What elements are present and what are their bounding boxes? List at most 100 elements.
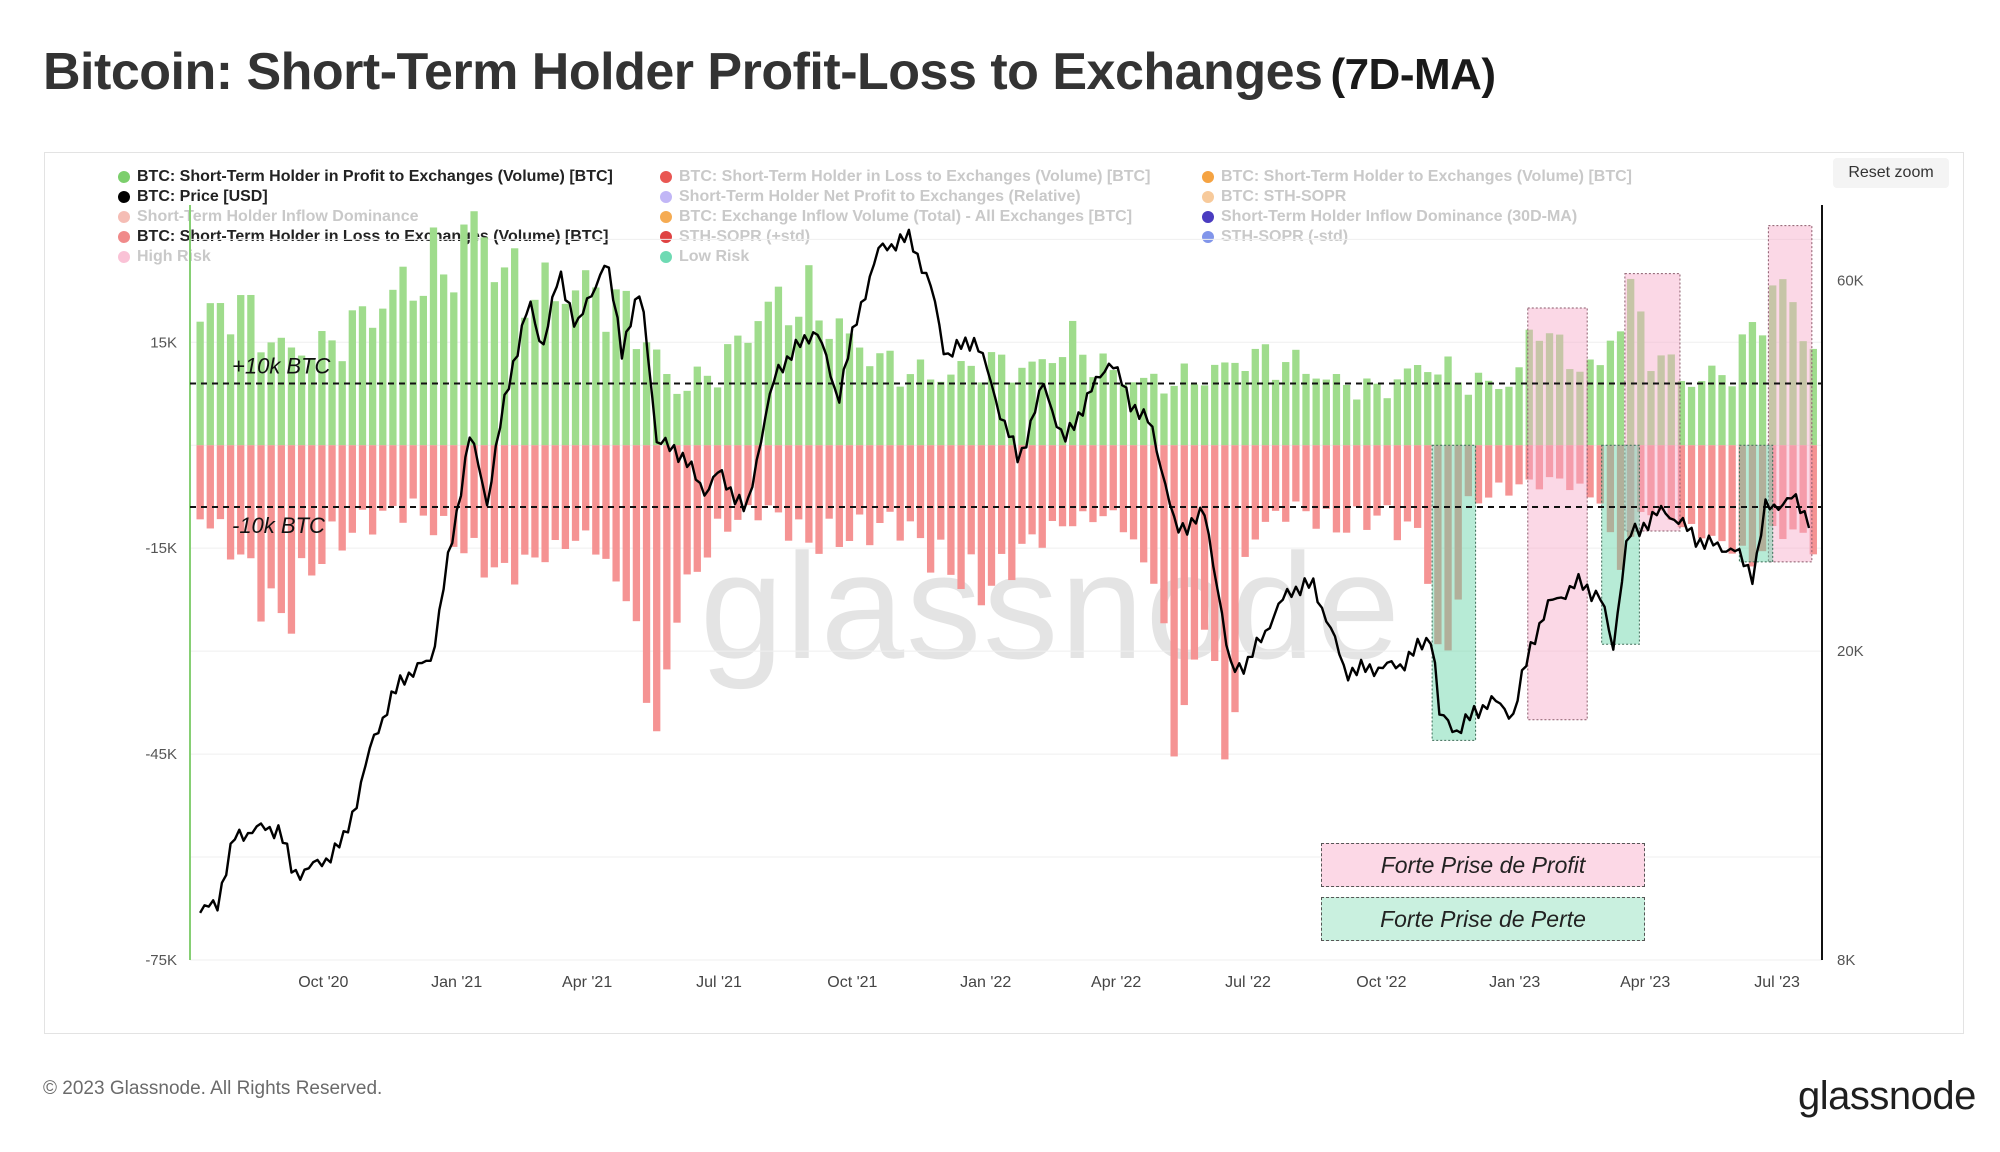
profit-bar (1109, 370, 1117, 446)
profit-bar (1464, 394, 1473, 446)
legend-item[interactable]: STH-SOPR (+std) (660, 228, 810, 246)
loss-bar (1241, 445, 1249, 557)
loss-bar (835, 445, 843, 547)
loss-bar (1119, 445, 1128, 533)
profit-bar (855, 347, 864, 446)
profit-bar (419, 295, 428, 446)
legend-label: Short-Term Holder Inflow Dominance (30D-… (1221, 208, 1578, 225)
legend-item[interactable]: Short-Term Holder Net Profit to Exchange… (660, 188, 1081, 206)
loss-bar (1484, 445, 1493, 498)
loss-bar (500, 445, 509, 563)
legend-item[interactable]: STH-SOPR (-std) (1202, 228, 1348, 246)
loss-bar (1434, 445, 1442, 645)
profit-bar (1495, 389, 1503, 446)
loss-bar (1363, 445, 1371, 530)
loss-bar (1190, 445, 1199, 660)
legend-item[interactable]: Low Risk (660, 248, 749, 266)
loss-bar (1424, 445, 1432, 584)
profit-bar (1190, 384, 1199, 446)
x-tick-label: Jul '23 (1754, 974, 1800, 991)
profit-bar (1018, 367, 1026, 446)
loss-bar (1282, 445, 1290, 522)
profit-bar (957, 361, 965, 446)
profit-bar (582, 270, 590, 446)
profit-bar (267, 342, 275, 446)
profit-bar (226, 334, 235, 446)
loss-bar (1474, 445, 1483, 504)
legend-swatch (660, 211, 672, 223)
profit-bar (1221, 362, 1229, 446)
profit-bar (1505, 386, 1513, 446)
profit-bar (470, 211, 478, 446)
profit-bar (926, 379, 935, 446)
loss-bar (653, 445, 661, 732)
profit-bar (845, 333, 854, 446)
legend-item[interactable]: BTC: Price [USD] (118, 188, 268, 206)
loss-bar (257, 445, 265, 622)
loss-bar (368, 445, 377, 535)
loss-bar (642, 445, 651, 703)
loss-bar (855, 445, 864, 515)
legend-item[interactable]: High Risk (118, 248, 211, 266)
loss-bar (977, 445, 986, 606)
loss-bar (1515, 445, 1523, 485)
loss-bar (429, 445, 438, 536)
loss-bar (450, 445, 458, 547)
loss-bar (1079, 445, 1087, 512)
loss-bar (1495, 445, 1503, 483)
loss-bar (754, 445, 762, 521)
profit-bar (1282, 362, 1290, 446)
chart-frame (44, 152, 1964, 1034)
legend-label: BTC: Short-Term Holder in Profit to Exch… (137, 168, 613, 185)
profit-bar (1211, 364, 1219, 446)
profit-bar (318, 331, 326, 446)
legend-item[interactable]: BTC: STH-SOPR (1202, 188, 1346, 206)
profit-bar (1789, 302, 1797, 446)
legend-item[interactable]: BTC: Short-Term Holder in Loss to Exchan… (660, 168, 1150, 186)
profit-bar (551, 301, 559, 446)
legend-item[interactable]: Short-Term Holder Inflow Dominance (118, 208, 419, 226)
loss-bar (612, 445, 620, 582)
x-tick-label: Jan '22 (960, 974, 1011, 991)
loss-bar (632, 445, 641, 622)
legend-item[interactable]: BTC: Short-Term Holder in Profit to Exch… (118, 168, 613, 186)
profit-bar (1698, 381, 1706, 446)
legend-item[interactable]: Short-Term Holder Inflow Dominance (30D-… (1202, 208, 1577, 226)
profit-bar (1687, 386, 1696, 446)
profit-bar (632, 349, 641, 446)
profit-bar (500, 267, 509, 446)
legend-item[interactable]: BTC: Exchange Inflow Volume (Total) - Al… (660, 208, 1132, 226)
loss-bar (297, 445, 306, 559)
profit-bar (1373, 383, 1381, 446)
profit-bar (1637, 311, 1645, 446)
loss-bar (1728, 445, 1736, 554)
profit-bar (1008, 382, 1016, 446)
profit-bar (1484, 380, 1493, 446)
profit-bar (835, 318, 843, 446)
profit-bar (724, 344, 732, 446)
x-tick-label: Oct '20 (298, 974, 348, 991)
profit-bar (703, 375, 712, 446)
profit-bar (1515, 367, 1523, 446)
loss-bar (582, 445, 590, 531)
profit-bar (196, 321, 204, 446)
profit-bar (1079, 354, 1087, 446)
profit-bar (297, 355, 306, 446)
loss-bar (267, 445, 275, 589)
loss-bar (1018, 445, 1026, 544)
loss-bar (1048, 445, 1057, 522)
profit-bar (480, 237, 488, 446)
profit-bar (1170, 385, 1178, 446)
profit-bar (1677, 381, 1686, 446)
loss-bar (226, 445, 235, 560)
legend-item[interactable]: BTC: Short-Term Holder in Loss to Exchan… (118, 228, 608, 246)
legend-item[interactable]: BTC: Short-Term Holder to Exchanges (Vol… (1202, 168, 1632, 186)
reset-zoom-button[interactable]: Reset zoom (1833, 158, 1949, 188)
profit-bar (1566, 369, 1574, 446)
loss-bar (937, 445, 945, 540)
loss-bar (1332, 445, 1341, 533)
profit-bar (460, 224, 468, 446)
y-left-tick-label: 15K (150, 334, 177, 351)
loss-bar (1342, 445, 1351, 533)
